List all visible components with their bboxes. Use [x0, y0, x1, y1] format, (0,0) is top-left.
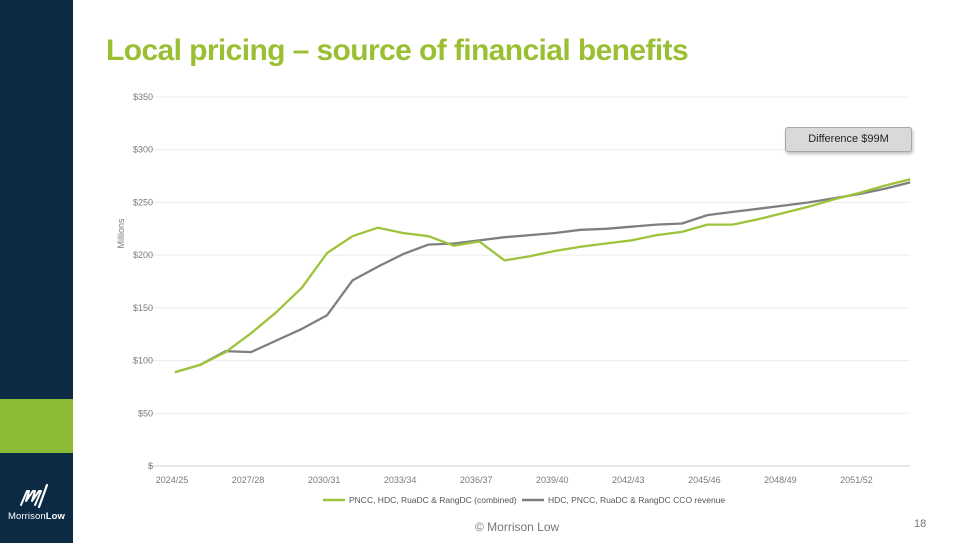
- x-tick-label: 2030/31: [308, 475, 341, 485]
- grid-lines: [148, 96, 910, 467]
- morrison-low-logo: MorrisonLow: [0, 483, 73, 533]
- legend: PNCC, HDC, RuaDC & RangDC (combined) HDC,…: [323, 495, 725, 505]
- series-lines: [174, 178, 911, 374]
- y-tick-label: $350: [133, 92, 153, 102]
- series-line-2: [174, 181, 911, 374]
- legend-label: PNCC, HDC, RuaDC & RangDC (combined): [349, 495, 517, 505]
- logo-wordmark: MorrisonLow: [7, 511, 66, 522]
- x-axis-ticks: 2024/25 2027/28 2030/31 2033/34 2036/37 2039/…: [156, 475, 873, 485]
- y-tick-label: $200: [133, 250, 153, 260]
- page-number: 18: [914, 518, 927, 530]
- ml-logo-icon: [19, 483, 48, 509]
- x-tick-label: 2039/40: [536, 475, 569, 485]
- series-line-1: [174, 178, 911, 374]
- y-tick-label: $300: [133, 145, 153, 155]
- y-tick-label: $250: [133, 197, 153, 207]
- y-tick-label: $150: [133, 303, 153, 313]
- x-tick-label: 2045/46: [688, 475, 721, 485]
- y-axis-ticks: $ $50 $100 $150 $200 $250 $300 $350: [133, 92, 153, 471]
- y-tick-label: $100: [133, 356, 153, 366]
- x-tick-label: 2027/28: [232, 475, 265, 485]
- x-tick-label: 2036/37: [460, 475, 493, 485]
- legend-label: HDC, PNCC, RuaDC & RangDC CCO revenue: [548, 495, 725, 505]
- y-tick-label: $: [148, 461, 153, 471]
- slide-title: Local pricing – source of financial bene…: [106, 34, 689, 67]
- footer-copyright: © Morrison Low: [475, 520, 560, 534]
- difference-callout: Difference $99M: [785, 127, 912, 152]
- x-tick-label: 2024/25: [156, 475, 189, 485]
- x-tick-label: 2033/34: [384, 475, 417, 485]
- x-tick-label: 2042/43: [612, 475, 645, 485]
- x-tick-label: 2048/49: [764, 475, 797, 485]
- x-tick-label: 2051/52: [840, 475, 873, 485]
- y-axis-label: Millions: [116, 218, 126, 249]
- sidebar-accent-block: [0, 399, 73, 453]
- y-tick-label: $50: [138, 408, 153, 418]
